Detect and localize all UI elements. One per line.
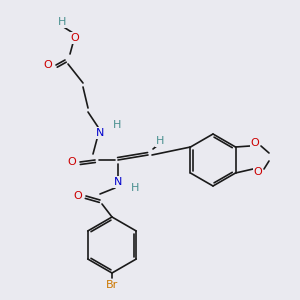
Text: O: O	[250, 138, 260, 148]
Text: N: N	[114, 177, 122, 187]
Text: O: O	[68, 157, 76, 167]
Text: H: H	[156, 136, 164, 146]
Text: O: O	[44, 60, 52, 70]
Text: H: H	[131, 183, 139, 193]
Text: H: H	[58, 17, 66, 27]
Text: O: O	[74, 191, 82, 201]
Text: N: N	[96, 128, 104, 138]
Text: O: O	[70, 33, 80, 43]
Text: O: O	[254, 167, 262, 177]
Text: H: H	[113, 120, 121, 130]
Text: Br: Br	[106, 280, 118, 290]
